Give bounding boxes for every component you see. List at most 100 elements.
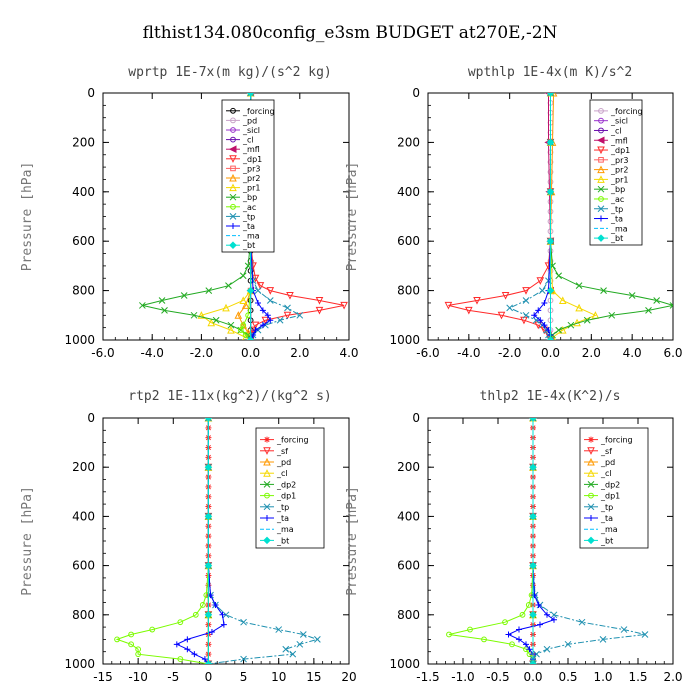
data-point <box>558 296 567 304</box>
legend-entry: _ma <box>260 525 294 534</box>
legend-label: _tp <box>610 205 623 214</box>
data-point <box>177 619 184 626</box>
data-point <box>266 287 275 295</box>
series-line <box>175 418 225 664</box>
x-tick-label: 5 <box>240 670 248 684</box>
x-tick-label: -2.0 <box>190 346 213 360</box>
legend-marker <box>597 175 605 183</box>
legend-marker <box>263 481 271 488</box>
data-point <box>205 418 212 422</box>
data-point <box>558 326 567 334</box>
data-point <box>128 641 135 648</box>
legend-label: _pr1 <box>242 184 260 193</box>
legend-label: _sf <box>600 447 612 456</box>
data-point <box>620 626 628 633</box>
panel-2: wpthlp 1E-4x(m K)/s^2 Pressure [hPa] -6.0 -… <box>345 65 683 360</box>
panel-title: wprtp 1E-7x(m kg)/(s^2 kg) <box>128 65 332 80</box>
y-axis-label: Pressure [hPa] <box>345 486 360 596</box>
x-tick-label: -4.0 <box>457 346 480 360</box>
x-tick-label: -15 <box>93 670 113 684</box>
data-point <box>529 512 537 521</box>
legend-entry: _bt <box>260 536 289 545</box>
legend-entry: _bt <box>594 234 623 243</box>
legend-marker <box>230 223 236 229</box>
legend-label: _bt <box>242 241 255 250</box>
data-point <box>506 304 514 312</box>
legend-entry: _ma <box>226 232 260 241</box>
y-tick-label: 400 <box>397 509 420 523</box>
y-tick-label: 800 <box>72 608 95 622</box>
legend-label: _cl <box>600 469 612 478</box>
legend-entry: _bp <box>594 185 625 194</box>
series-line <box>115 418 209 664</box>
legend-marker <box>598 157 604 163</box>
legend-entry: _dp1 <box>594 146 630 155</box>
data-point <box>529 418 537 422</box>
y-tick-label: 800 <box>72 284 95 298</box>
data-point <box>541 322 548 329</box>
legend-label: _forcing <box>610 107 643 116</box>
data-point <box>190 311 198 319</box>
legend-label: _tp <box>276 503 289 512</box>
data-point <box>505 631 512 638</box>
legend-marker <box>230 107 236 114</box>
data-point <box>473 296 481 305</box>
x-tick-label: 0.5 <box>558 670 577 684</box>
legend-entry: _pr1 <box>594 175 628 184</box>
x-tick-label: 15 <box>306 670 321 684</box>
legend-entry: _pr2 <box>594 165 628 175</box>
legend-marker <box>264 492 270 499</box>
legend-entry: _pr3 <box>594 156 628 165</box>
data-point <box>246 93 255 97</box>
legend-entry: _forcing <box>584 436 633 445</box>
legend-entry: _bp <box>226 193 257 202</box>
y-tick-label: 600 <box>72 559 95 573</box>
data-point <box>173 641 180 648</box>
data-point <box>529 561 537 570</box>
data-point <box>220 621 227 628</box>
data-point <box>184 636 191 643</box>
legend-marker <box>229 193 237 201</box>
data-point <box>256 282 265 290</box>
legend-marker <box>598 107 604 114</box>
data-point <box>522 287 530 295</box>
data-point <box>315 306 324 315</box>
legend-label: _pr3 <box>610 156 628 165</box>
legend-label: _ac <box>610 195 624 204</box>
legend-label: _bt <box>610 234 623 243</box>
data-point <box>547 336 554 340</box>
legend-marker <box>228 145 237 154</box>
data-point <box>608 311 616 319</box>
data-point <box>139 302 146 309</box>
legend-label: _tp <box>600 503 613 512</box>
x-tick-label: 2.0 <box>663 670 682 684</box>
legend-label: _forcing <box>276 436 309 445</box>
x-tick-label: 6.0 <box>663 346 682 360</box>
panel-3: rtp2 1E-11x(kg^2)/(kg^2 s) Pressure [hPa]… <box>20 389 357 684</box>
legend-label: _forcing <box>600 436 633 445</box>
legend-label: _sicl <box>242 126 260 135</box>
legend-entry: _ta <box>226 222 255 231</box>
legend-marker <box>596 136 605 145</box>
data-point <box>536 277 545 285</box>
data-point <box>509 641 515 648</box>
data-point <box>546 286 555 295</box>
legend-entry: _mfl <box>594 136 628 145</box>
data-point <box>546 138 555 147</box>
data-point <box>239 296 248 304</box>
data-point <box>219 611 226 618</box>
legend-entry: _cl <box>594 126 622 135</box>
legend-label: _cl <box>610 126 622 135</box>
y-tick-label: 0 <box>412 411 420 425</box>
data-point <box>575 282 583 290</box>
data-point <box>246 336 255 340</box>
legend-label: _ma <box>242 232 260 241</box>
legend-label: _dp1 <box>276 492 296 501</box>
data-point <box>537 621 543 628</box>
legend-entry: _ac <box>226 203 256 212</box>
legend-label: _ta <box>242 222 255 231</box>
legend-label: _pr1 <box>610 175 628 184</box>
data-point <box>192 611 199 618</box>
legend-label: _ma <box>276 525 294 534</box>
legend-marker <box>597 165 605 174</box>
